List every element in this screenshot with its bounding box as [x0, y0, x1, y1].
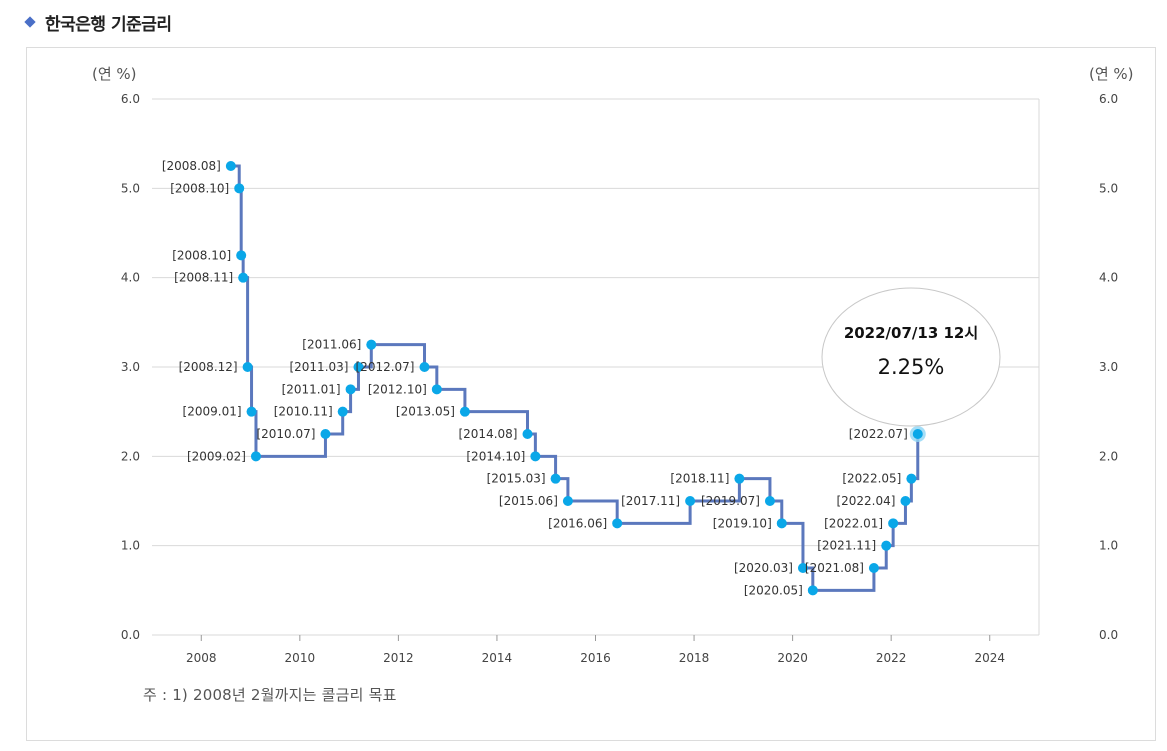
data-point-label: [2010.07]	[256, 427, 315, 441]
data-point[interactable]	[888, 518, 899, 529]
data-point[interactable]	[320, 429, 331, 439]
diamond-bullet-icon	[24, 16, 36, 28]
data-point-label: [2014.10]	[466, 449, 525, 463]
data-point-label: [2014.08]	[458, 427, 517, 441]
data-point[interactable]	[685, 496, 696, 506]
data-point-label: [2009.01]	[183, 405, 242, 419]
y-tick-label-right: 6.0	[1099, 92, 1118, 106]
data-point-label: [2022.04]	[836, 494, 895, 508]
data-point-label: [2013.05]	[396, 405, 455, 419]
data-point-label: [2021.11]	[817, 539, 876, 553]
data-point[interactable]	[562, 496, 573, 506]
y-tick-label-left: 3.0	[121, 360, 140, 374]
y-tick-label-left: 4.0	[121, 271, 140, 285]
data-point[interactable]	[776, 518, 787, 529]
x-tick-label: 2020	[777, 651, 808, 665]
data-point-label: [2009.02]	[187, 449, 246, 463]
data-point[interactable]	[522, 429, 533, 439]
data-point[interactable]	[550, 473, 561, 484]
data-point[interactable]	[238, 272, 249, 283]
data-point[interactable]	[881, 540, 892, 551]
x-tick-label: 2018	[679, 651, 710, 665]
y-tick-label-left: 5.0	[121, 181, 140, 195]
data-point-label: [2018.11]	[670, 472, 729, 486]
data-point-label: [2020.03]	[734, 561, 793, 575]
data-point-label: [2022.07]	[849, 427, 908, 441]
tooltip-value: 2.25%	[878, 355, 945, 379]
data-point-label: [2010.11]	[274, 405, 333, 419]
y-tick-label-right: 4.0	[1099, 271, 1118, 285]
data-point-label: [2008.10]	[172, 248, 231, 262]
chart-panel: 0.0 0.0 1.0 1.0 2.0 2.0 3.0 3.0 4.0 4.0 5.0 5.0 6.0 6…	[26, 47, 1156, 741]
data-point[interactable]	[242, 362, 253, 372]
chart-header: 한국은행 기준금리	[24, 10, 172, 35]
data-point-label: [2011.03]	[289, 360, 348, 374]
data-point-label: [2022.01]	[824, 516, 883, 530]
data-point-label: [2008.10]	[170, 181, 229, 195]
data-point-label: [2008.11]	[174, 271, 233, 285]
y-tick-label-right: 1.0	[1099, 539, 1118, 553]
data-point[interactable]	[225, 161, 236, 171]
data-point-label: [2019.07]	[701, 494, 760, 508]
data-point[interactable]	[250, 451, 261, 462]
data-point[interactable]	[900, 496, 911, 506]
y-tick-label-right: 0.0	[1099, 628, 1118, 642]
data-point[interactable]	[734, 473, 745, 484]
data-point-label: [2017.11]	[621, 494, 680, 508]
data-point-label: [2012.07]	[356, 360, 415, 374]
y-tick-label-left: 0.0	[121, 628, 140, 642]
y-axis-unit-left: (연 %)	[92, 65, 137, 83]
data-point[interactable]	[807, 585, 818, 596]
x-tick-label: 2014	[482, 651, 513, 665]
y-tick-label-left: 1.0	[121, 539, 140, 553]
data-point[interactable]	[868, 563, 879, 573]
tooltip-bubble	[821, 287, 1001, 427]
x-tick-label: 2012	[383, 651, 414, 665]
x-tick-label: 2010	[285, 651, 316, 665]
data-point-label: [2012.10]	[368, 382, 427, 396]
x-tick-label: 2024	[974, 651, 1005, 665]
data-point-label: [2008.08]	[162, 159, 221, 173]
chart-footnote: 주 : 1) 2008년 2월까지는 콜금리 목표	[143, 686, 397, 704]
data-point[interactable]	[246, 406, 257, 417]
data-point[interactable]	[459, 406, 470, 417]
data-point-label: [2020.05]	[744, 583, 803, 597]
data-point[interactable]	[345, 384, 356, 395]
data-point-label: [2008.12]	[179, 360, 238, 374]
x-tick-label: 2022	[876, 651, 907, 665]
y-tick-label-right: 5.0	[1099, 181, 1118, 195]
data-point[interactable]	[236, 250, 247, 261]
data-point-label: [2021.08]	[805, 561, 864, 575]
data-point-label: [2016.06]	[548, 516, 607, 530]
data-point[interactable]	[366, 339, 377, 350]
data-point[interactable]	[912, 429, 923, 439]
data-point[interactable]	[764, 496, 775, 506]
data-point-label: [2015.06]	[499, 494, 558, 508]
data-point[interactable]	[419, 362, 430, 372]
data-point[interactable]	[234, 183, 245, 194]
data-point-label: [2015.03]	[487, 472, 546, 486]
data-point[interactable]	[530, 451, 541, 462]
data-point-label: [2011.01]	[282, 382, 341, 396]
chart-title: 한국은행 기준금리	[45, 14, 172, 35]
data-point[interactable]	[906, 473, 917, 484]
data-point[interactable]	[797, 563, 808, 573]
y-axis-unit-right: (연 %)	[1089, 65, 1134, 83]
y-tick-label-left: 6.0	[121, 92, 140, 106]
y-tick-label-right: 3.0	[1099, 360, 1118, 374]
data-point-label: [2022.05]	[842, 472, 901, 486]
x-tick-label: 2016	[580, 651, 611, 665]
data-point[interactable]	[612, 518, 623, 529]
data-point[interactable]	[337, 406, 348, 417]
data-point-label: [2019.10]	[713, 516, 772, 530]
y-tick-label-left: 2.0	[121, 449, 140, 463]
data-point-label: [2011.06]	[302, 338, 361, 352]
x-tick-label: 2008	[186, 651, 217, 665]
tooltip-date: 2022/07/13 12시	[844, 324, 978, 342]
data-point[interactable]	[431, 384, 442, 395]
y-tick-label-right: 2.0	[1099, 449, 1118, 463]
data-point[interactable]	[353, 362, 364, 372]
rate-chart[interactable]: 0.0 0.0 1.0 1.0 2.0 2.0 3.0 3.0 4.0 4.0 5.0 5.0 6.0 6…	[27, 48, 1155, 740]
